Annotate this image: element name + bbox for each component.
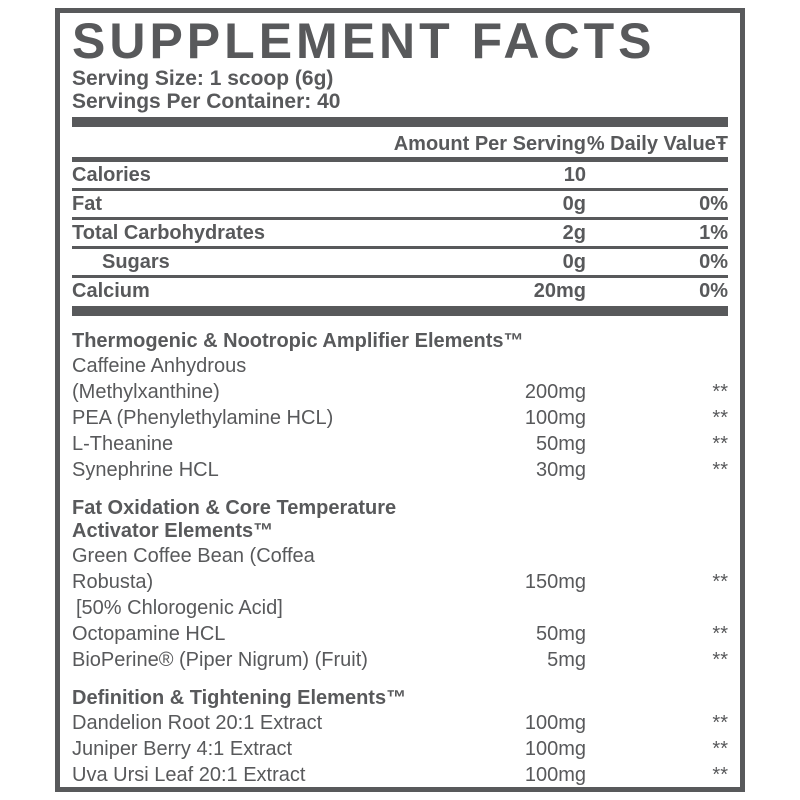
nutrient-name: Calcium [72,280,150,302]
ingredient-row-continuation: [50% Chlorogenic Acid] [72,595,728,621]
column-header-row: Amount Per Serving % Daily ValueŦ [72,131,728,157]
nutrient-daily-value: 1% [699,222,728,244]
servings-per-container-text: Servings Per Container: 40 [72,90,341,113]
ingredient-amount: 5mg [547,649,586,671]
ingredient-daily-value: ** [712,571,728,593]
ingredient-daily-value: ** [712,649,728,671]
ingredient-daily-value: ** [712,738,728,760]
nutrient-daily-value: 0% [699,193,728,215]
column-header-amount-per-serving: Amount Per Serving [393,133,586,155]
ingredient-daily-value: ** [712,712,728,734]
ingredient-row: Dandelion Root 20:1 Extract 100mg ** [72,710,728,736]
nutrient-name: Total Carbohydrates [72,222,265,244]
section-header: Activator Elements™ [72,520,274,542]
ingredient-name: Green Coffee Bean (Coffea Robusta) [72,545,315,593]
ingredient-name: Uva Ursi Leaf 20:1 Extract [72,764,306,786]
nutrient-amount: 2g [562,222,586,244]
divider-bar-middle [72,306,728,316]
ingredient-name: L-Theanine [72,433,174,455]
serving-size-text: Serving Size: 1 scoop (6g) [72,67,334,90]
ingredient-amount: 100mg [524,712,586,734]
ingredient-row: BioPerine® (Piper Nigrum) (Fruit) 5mg ** [72,647,728,673]
ingredient-amount: 200mg [524,381,586,403]
ingredient-daily-value: ** [712,459,728,481]
ingredient-row: Uva Ursi Leaf 20:1 Extract 100mg ** [72,762,728,787]
ingredient-name: Juniper Berry 4:1 Extract [72,738,293,760]
label-panel: SUPPLEMENT FACTS Serving Size: 1 scoop (… [55,8,745,792]
header-rule [72,157,728,162]
nutrient-name: Sugars [102,251,170,273]
ingredient-row: Juniper Berry 4:1 Extract 100mg ** [72,736,728,762]
nutrient-name: Fat [72,193,102,215]
ingredient-amount: 30mg [535,459,586,481]
ingredient-daily-value: ** [712,764,728,786]
label-title: SUPPLEMENT FACTS [72,13,656,69]
ingredient-daily-value: ** [712,433,728,455]
ingredient-name-continued: [50% Chlorogenic Acid] [76,597,283,619]
ingredient-row: Synephrine HCL 30mg ** [72,457,728,483]
nutrient-amount: 10 [563,164,586,186]
nutrient-row: Sugars 0g 0% [72,249,728,278]
nutrient-amount: 0g [562,251,586,273]
section-header: Thermogenic & Nootropic Amplifier Elemen… [72,330,524,352]
ingredient-daily-value: ** [712,623,728,645]
nutrient-row: Calcium 20mg 0% [72,278,728,304]
ingredient-name: PEA (Phenylethylamine HCL) [72,407,334,429]
ingredient-row: L-Theanine 50mg ** [72,431,728,457]
ingredient-row: Octopamine HCL 50mg ** [72,621,728,647]
ingredient-sections: Thermogenic & Nootropic Amplifier Elemen… [72,330,728,787]
ingredient-amount: 150mg [524,571,586,593]
ingredient-row: Green Coffee Bean (Coffea Robusta) 150mg *… [72,543,728,595]
ingredient-daily-value: ** [712,407,728,429]
nutrient-amount: 20mg [533,280,586,302]
divider-bar-top [72,117,728,127]
ingredient-daily-value: ** [712,381,728,403]
ingredient-name: Synephrine HCL [72,459,219,481]
nutrient-row: Calories 10 [72,162,728,191]
ingredient-name: Octopamine HCL [72,623,226,645]
nutrient-amount: 0g [562,193,586,215]
column-header-daily-value: % Daily ValueŦ [586,133,728,155]
section-header: Definition & Tightening Elements™ [72,687,407,709]
ingredient-amount: 100mg [524,764,586,786]
nutrient-row: Total Carbohydrates 2g 1% [72,220,728,249]
ingredient-row: PEA (Phenylethylamine HCL) 100mg ** [72,405,728,431]
ingredient-row: Caffeine Anhydrous (Methylxanthine) 200mg… [72,353,728,405]
ingredient-name: Caffeine Anhydrous (Methylxanthine) [72,355,247,403]
nutrient-row: Fat 0g 0% [72,191,728,220]
ingredient-amount: 100mg [524,738,586,760]
nutrient-daily-value: 0% [699,251,728,273]
section-header: Fat Oxidation & Core Temperature [72,497,397,519]
ingredient-amount: 100mg [524,407,586,429]
ingredient-name: Dandelion Root 20:1 Extract [72,712,323,734]
nutrient-name: Calories [72,164,151,186]
ingredient-amount: 50mg [535,623,586,645]
ingredient-amount: 50mg [535,433,586,455]
nutrient-daily-value: 0% [699,280,728,302]
ingredient-name: BioPerine® (Piper Nigrum) (Fruit) [72,649,368,671]
nutrient-table: Calories 10 Fat 0g 0% Total Carbohydrates 2g 1%… [72,162,728,304]
